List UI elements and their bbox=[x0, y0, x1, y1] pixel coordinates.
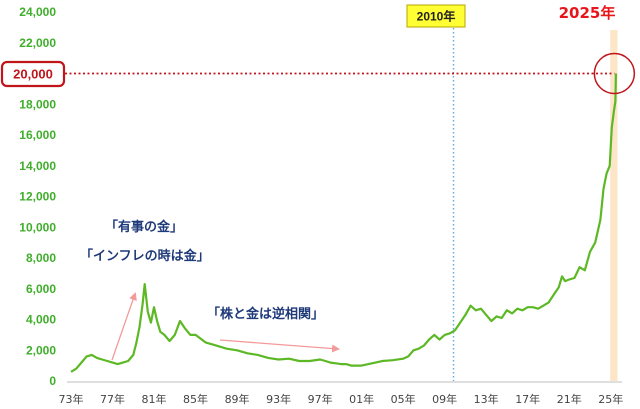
tag-2010-box bbox=[406, 4, 466, 28]
x-axis-tick-labels: 73年 77年 81年 85年 89年 93年 97年 01年 05年 09年 13年 17年 21年 2… bbox=[59, 392, 624, 406]
y-tick-label: 22,000 bbox=[19, 36, 56, 50]
y-tick-label: 12,000 bbox=[19, 190, 56, 204]
arrow-to-1980-peak bbox=[111, 292, 137, 361]
x-tick-label: 73年 bbox=[59, 392, 84, 406]
x-tick-label: 17年 bbox=[515, 392, 540, 406]
y-tick-label: 8,000 bbox=[26, 251, 56, 265]
y-tick-label: 16,000 bbox=[19, 128, 56, 142]
y-tick-label: 4,000 bbox=[26, 313, 56, 327]
x-tick-label: 85年 bbox=[183, 392, 208, 406]
note-inflation: 「インフレの時は金」 bbox=[80, 248, 210, 264]
highlight-band-2025 bbox=[610, 30, 618, 381]
x-tick-label: 77年 bbox=[100, 392, 125, 406]
x-tick-label: 21年 bbox=[557, 392, 582, 406]
gold-price-series-line bbox=[70, 73, 617, 373]
x-tick-label: 25年 bbox=[598, 392, 623, 406]
x-tick-label: 09年 bbox=[432, 392, 457, 406]
peak-highlight-circle bbox=[593, 52, 636, 95]
note-safe-haven: 「有事の金」 bbox=[105, 219, 183, 235]
highlight-20000-box bbox=[0, 60, 66, 88]
x-tick-label: 93年 bbox=[266, 392, 291, 406]
y-tick-label: 24,000 bbox=[19, 5, 56, 19]
x-tick-label: 81年 bbox=[142, 392, 167, 406]
x-tick-label: 97年 bbox=[308, 392, 333, 406]
y-tick-label: 10,000 bbox=[19, 220, 56, 234]
highlight-20000-label: 20,000 bbox=[13, 67, 53, 82]
x-tick-label: 01年 bbox=[349, 392, 374, 406]
tag-2010-label: 2010年 bbox=[417, 9, 456, 24]
note-stocks-gold: 「株と金は逆相関」 bbox=[207, 306, 324, 322]
y-tick-label: 6,000 bbox=[26, 282, 56, 296]
x-tick-label: 05年 bbox=[391, 392, 416, 406]
y-tick-label: 18,000 bbox=[19, 97, 56, 111]
y-tick-label: 0 bbox=[49, 374, 56, 388]
tag-2025-label: 2025年 bbox=[559, 4, 616, 22]
y-tick-label: 14,000 bbox=[19, 159, 56, 173]
x-tick-label: 13年 bbox=[474, 392, 499, 406]
y-tick-label: 2,000 bbox=[26, 343, 56, 357]
arrow-stocks-gold bbox=[219, 339, 340, 353]
x-tick-label: 89年 bbox=[225, 392, 250, 406]
